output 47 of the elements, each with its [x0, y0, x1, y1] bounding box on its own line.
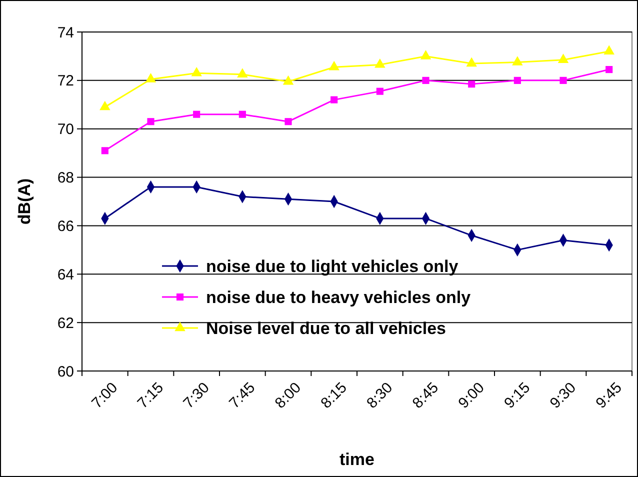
point [376, 88, 384, 95]
y-tick-label: 70 [57, 121, 74, 138]
point [514, 76, 521, 84]
y-axis-title: dB(A) [15, 178, 34, 225]
legend-label: noise due to heavy vehicles only [206, 288, 472, 307]
legend-label: noise due to light vehicles only [206, 256, 459, 276]
point [147, 118, 154, 126]
point [330, 96, 338, 104]
point [374, 58, 386, 68]
x-tick-label: 7:15 [134, 379, 168, 412]
point [512, 56, 523, 66]
point [284, 118, 292, 126]
point [466, 57, 477, 67]
x-tick-label: 9:30 [546, 379, 580, 412]
x-tick-label: 8:30 [364, 379, 396, 412]
x-tick-label: 7:45 [226, 379, 259, 412]
y-tick-label: 60 [57, 363, 74, 380]
point [237, 68, 248, 78]
x-tick-label: 9:15 [501, 379, 534, 412]
point [420, 50, 432, 60]
y-tick-label: 66 [57, 218, 74, 235]
point [282, 75, 294, 85]
point [145, 73, 156, 82]
y-tick-label: 62 [57, 314, 74, 332]
point [238, 110, 246, 118]
point [422, 76, 430, 84]
legend-label: Noise level due to all vehicles [206, 318, 446, 338]
x-tick-label: 8:00 [272, 379, 305, 412]
point [560, 76, 567, 84]
x-tick-label: 9:00 [455, 379, 488, 412]
point [328, 60, 340, 70]
y-tick-label: 64 [57, 266, 74, 284]
point [193, 110, 200, 118]
x-tick-label: 7:00 [88, 379, 122, 412]
point [604, 45, 614, 54]
y-tick-label: 68 [57, 170, 74, 187]
point [191, 66, 202, 76]
y-tick-label: 72 [57, 72, 74, 90]
point [468, 80, 476, 88]
x-tick-label: 9:45 [592, 379, 626, 412]
x-axis-title: time [340, 450, 374, 469]
point [100, 100, 110, 110]
x-tick-label: 7:30 [180, 379, 213, 412]
point [606, 66, 613, 74]
point [101, 147, 108, 154]
y-tick-label: 74 [57, 24, 74, 42]
point [558, 54, 569, 63]
